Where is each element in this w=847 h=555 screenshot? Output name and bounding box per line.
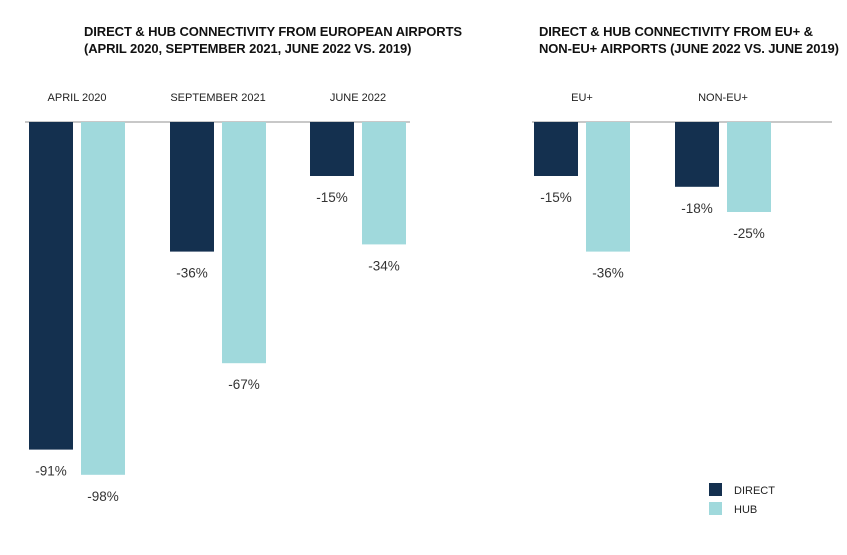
- left-data-label-direct: -15%: [316, 190, 348, 205]
- left-bar-hub: [222, 122, 266, 364]
- right-bar-direct: [534, 122, 578, 176]
- right-data-label-direct: -15%: [540, 190, 572, 205]
- right-bar-hub: [727, 122, 771, 212]
- legend-swatch-direct: [709, 483, 722, 496]
- right-data-label-direct: -18%: [681, 201, 713, 216]
- right-category-label: NON-EU+: [698, 92, 748, 104]
- right-chart-title: DIRECT & HUB CONNECTIVITY FROM EU+ & NON…: [539, 23, 839, 57]
- left-data-label-hub: -98%: [87, 489, 119, 504]
- right-category-label: EU+: [571, 92, 593, 104]
- legend-label-direct: DIRECT: [734, 485, 775, 497]
- right-bar-hub: [586, 122, 630, 252]
- right-chart-title-line-2: NON-EU+ AIRPORTS (JUNE 2022 VS. JUNE 201…: [539, 41, 839, 56]
- legend-swatch-hub: [709, 502, 722, 515]
- left-chart-title-line-1: DIRECT & HUB CONNECTIVITY FROM EUROPEAN …: [84, 24, 462, 39]
- left-data-label-hub: -34%: [368, 258, 400, 273]
- right-data-label-hub: -25%: [733, 226, 765, 241]
- right-data-label-hub: -36%: [592, 266, 624, 281]
- left-category-label: APRIL 2020: [48, 92, 107, 104]
- legend-label-hub: HUB: [734, 504, 757, 516]
- left-chart-title-line-2: (APRIL 2020, SEPTEMBER 2021, JUNE 2022 V…: [84, 41, 412, 56]
- left-category-label: JUNE 2022: [330, 92, 386, 104]
- left-category-label: SEPTEMBER 2021: [170, 92, 265, 104]
- right-chart-title-line-1: DIRECT & HUB CONNECTIVITY FROM EU+ &: [539, 24, 813, 39]
- left-bar-direct: [29, 122, 73, 450]
- left-bar-direct: [310, 122, 354, 176]
- left-bar-hub: [362, 122, 406, 245]
- left-data-label-direct: -36%: [176, 266, 208, 281]
- left-chart-title: DIRECT & HUB CONNECTIVITY FROM EUROPEAN …: [84, 23, 462, 57]
- left-data-label-direct: -91%: [35, 464, 67, 479]
- right-bar-direct: [675, 122, 719, 187]
- left-data-label-hub: -67%: [228, 377, 260, 392]
- left-bar-direct: [170, 122, 214, 252]
- left-bar-hub: [81, 122, 125, 475]
